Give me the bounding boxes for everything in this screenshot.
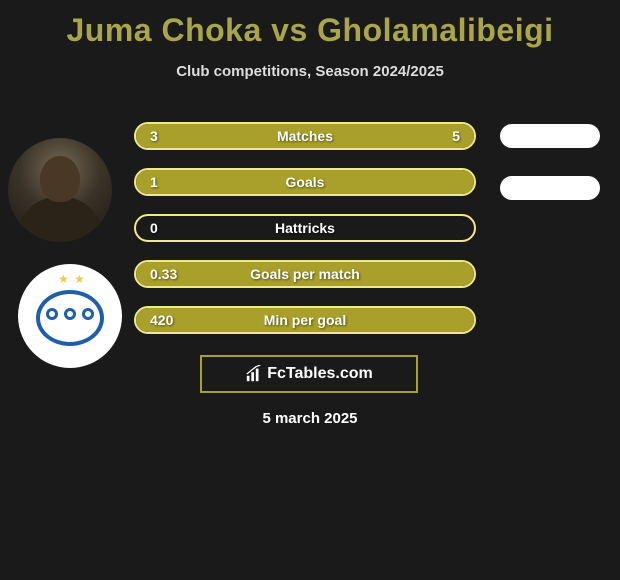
badge-dot — [46, 308, 58, 320]
right-pill — [500, 176, 600, 200]
stat-label: Matches — [136, 128, 474, 144]
star-icon: ★ — [74, 272, 85, 286]
stat-value-right: 5 — [452, 128, 460, 144]
stat-label: Min per goal — [136, 312, 474, 328]
page-title: Juma Choka vs Gholamalibeigi — [0, 0, 620, 49]
logo-box[interactable]: FcTables.com — [200, 355, 418, 393]
stat-label: Hattricks — [136, 220, 474, 236]
stat-label: Goals — [136, 174, 474, 190]
stats-container: 3Matches5 1Goals 0Hattricks 0.33Goals per m… — [134, 122, 476, 352]
avatar-head — [40, 156, 80, 202]
chart-icon — [245, 365, 263, 383]
avatar-shoulders — [16, 196, 104, 242]
club-badge: ★ ★ — [18, 264, 122, 368]
badge-dot — [82, 308, 94, 320]
stat-row: 0Hattricks — [134, 214, 476, 242]
player-avatar — [8, 138, 112, 242]
stat-row: 3Matches5 — [134, 122, 476, 150]
stat-label: Goals per match — [136, 266, 474, 282]
star-icon: ★ — [58, 272, 69, 286]
page-subtitle: Club competitions, Season 2024/2025 — [0, 63, 620, 80]
badge-inner: ★ ★ — [30, 276, 110, 356]
right-pill — [500, 124, 600, 148]
stat-row: 0.33Goals per match — [134, 260, 476, 288]
logo-text: FcTables.com — [267, 365, 373, 383]
stat-row: 1Goals — [134, 168, 476, 196]
content-area: ★ ★ 3Matches5 1Goals 0Hattricks 0.33Goals p… — [0, 110, 620, 390]
badge-dot — [64, 308, 76, 320]
stat-row: 420Min per goal — [134, 306, 476, 334]
badge-dots — [46, 308, 94, 320]
date-label: 5 march 2025 — [0, 410, 620, 427]
